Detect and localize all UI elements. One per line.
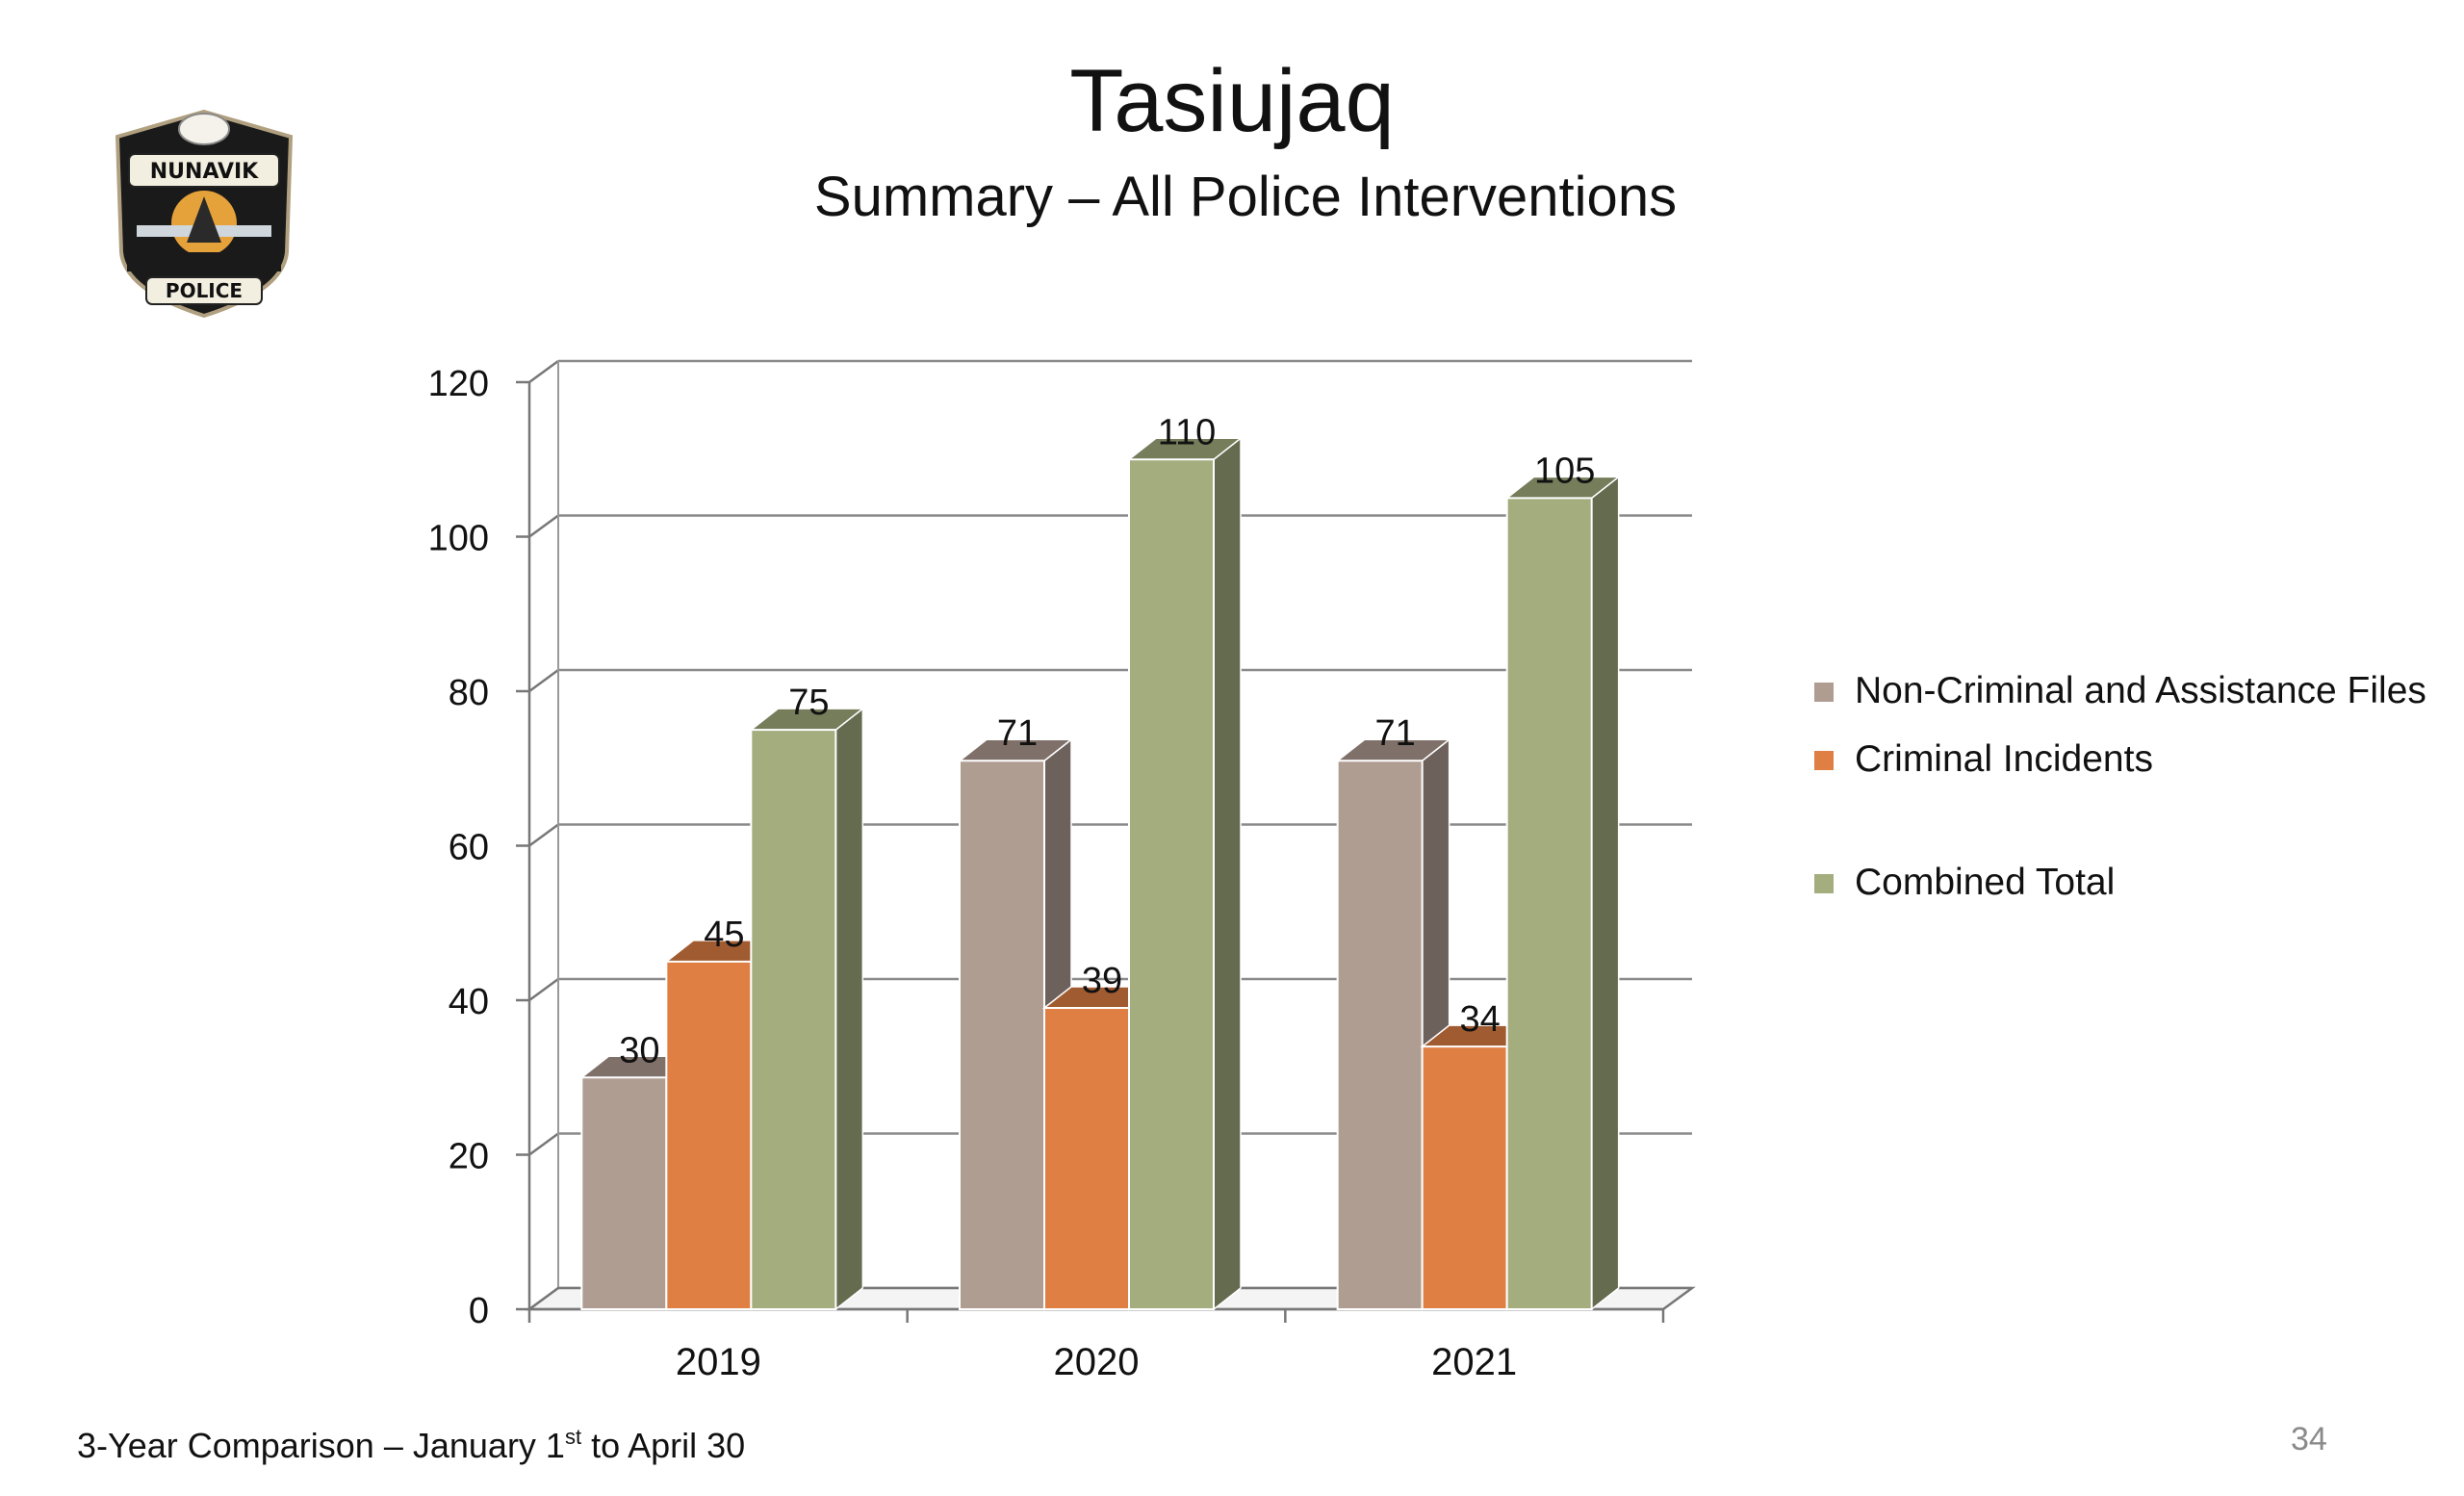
legend-item-non-criminal: Non-Criminal and Assistance Files	[1814, 664, 2426, 718]
y-tick-label: 100	[428, 519, 489, 559]
y-tick-label: 0	[469, 1291, 489, 1331]
chart-subtitle: Summary – All Police Interventions	[813, 166, 1678, 228]
data-label: 71	[1375, 713, 1416, 754]
chart-legend: Non-Criminal and Assistance Files Crimin…	[1814, 664, 2426, 924]
data-label: 105	[1534, 451, 1595, 491]
bar	[750, 729, 837, 1310]
gridline-diag	[528, 1132, 559, 1156]
bar	[580, 1076, 668, 1310]
y-tick-label: 80	[449, 673, 489, 713]
gridline-diag	[528, 359, 559, 384]
bar	[1128, 458, 1215, 1310]
gridline-diag	[528, 977, 559, 1002]
x-tick-label: 2021	[1431, 1341, 1517, 1383]
gridline-diag	[528, 823, 559, 847]
bar	[665, 960, 753, 1310]
x-tick-label: 2020	[1054, 1341, 1140, 1383]
footer-caption: 3-Year Comparison – January 1st to April…	[77, 1423, 745, 1469]
bar	[1421, 1045, 1508, 1311]
logo-text-top: NUNAVIK	[150, 160, 259, 184]
data-label: 110	[1158, 412, 1217, 452]
data-label: 45	[704, 915, 744, 955]
legend-item-criminal: Criminal Incidents	[1814, 733, 2426, 787]
legend-label-non-criminal: Non-Criminal and Assistance Files	[1855, 670, 2426, 711]
bar	[1336, 760, 1424, 1310]
data-label: 39	[1082, 961, 1122, 1001]
page-number: 34	[2291, 1421, 2327, 1457]
legend-item-combined: Combined Total	[1814, 856, 2426, 910]
data-label: 34	[1460, 999, 1501, 1040]
y-tick-label: 40	[449, 982, 489, 1022]
data-label: 71	[997, 713, 1038, 754]
gridline-diag	[528, 668, 559, 693]
data-label: 75	[788, 683, 829, 723]
y-tick-label: 120	[428, 364, 489, 404]
bar	[1043, 1007, 1130, 1311]
chart-title: Tasiujaq	[1069, 52, 1395, 150]
legend-label-criminal: Criminal Incidents	[1855, 738, 2153, 780]
x-tick-label: 2019	[676, 1341, 761, 1383]
legend-swatch-combined	[1814, 874, 1834, 893]
logo-text-bottom: POLICE	[166, 279, 243, 302]
legend-swatch-criminal	[1814, 751, 1834, 770]
legend-swatch-non-criminal	[1814, 683, 1834, 702]
bar-side	[1590, 475, 1620, 1311]
legend-label-combined: Combined Total	[1855, 862, 2116, 903]
footer-caption-suffix: to April 30	[581, 1426, 746, 1465]
bar	[959, 760, 1045, 1310]
nunavik-police-badge-logo: NUNAVIK POLICE	[115, 109, 294, 319]
bar-side	[1213, 436, 1242, 1311]
bar	[1505, 497, 1593, 1310]
bar-side	[834, 707, 864, 1311]
footer-caption-sup: st	[564, 1425, 582, 1449]
data-label: 30	[619, 1030, 659, 1070]
footer-caption-prefix: 3-Year Comparison – January 1	[77, 1426, 565, 1465]
y-tick-label: 60	[449, 828, 489, 868]
gridline-diag	[528, 514, 559, 538]
y-tick-label: 20	[449, 1137, 489, 1177]
